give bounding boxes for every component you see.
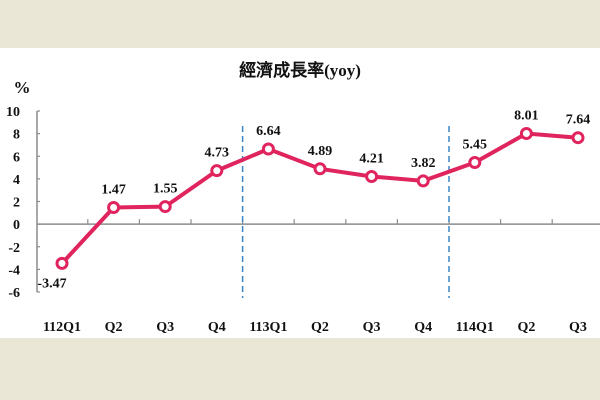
year-separators xyxy=(241,126,450,298)
data-label: 6.64 xyxy=(256,124,281,139)
x-axis-categories: 112Q1 Q2 Q3 Q4 113Q1 Q2 Q3 Q4 114Q1 Q2 Q3 xyxy=(43,320,587,335)
x-category-label: Q3 xyxy=(363,320,381,335)
x-axis xyxy=(37,219,600,225)
data-label: 1.47 xyxy=(101,182,126,197)
x-category-label: 113Q1 xyxy=(249,320,287,335)
data-point-marker xyxy=(365,169,379,183)
x-category-label: Q2 xyxy=(311,320,329,335)
data-point-marker xyxy=(416,174,430,188)
data-point-marker xyxy=(158,200,172,214)
data-point-marker xyxy=(107,200,121,214)
y-tick-label: 0 xyxy=(13,218,20,233)
chart-panel xyxy=(0,48,600,338)
y-axis-unit: % xyxy=(14,78,31,97)
y-tick-label: 10 xyxy=(6,105,20,120)
y-tick-label: -4 xyxy=(8,263,20,278)
data-label: -3.47 xyxy=(37,276,66,291)
y-tick-label: -2 xyxy=(8,241,20,256)
data-label: 4.73 xyxy=(205,146,230,161)
data-point-marker xyxy=(55,256,69,270)
x-category-label: 112Q1 xyxy=(43,320,81,335)
data-label: 8.01 xyxy=(514,109,539,124)
x-category-label: Q2 xyxy=(517,320,535,335)
y-tick-label: 8 xyxy=(13,128,20,143)
data-label: 5.45 xyxy=(463,137,488,152)
x-category-label: Q3 xyxy=(156,320,174,335)
series-line xyxy=(55,127,585,270)
x-category-label: Q2 xyxy=(105,320,123,335)
y-tick-label: 6 xyxy=(13,150,20,165)
data-point-marker xyxy=(468,155,482,169)
data-point-marker xyxy=(261,142,275,156)
data-label: 4.21 xyxy=(359,151,384,166)
data-labels: -3.47 1.47 1.55 4.73 6.64 4.89 4.21 3.82 5.45 8.0… xyxy=(37,109,590,292)
data-point-marker xyxy=(313,162,327,176)
data-label: 7.64 xyxy=(566,113,591,128)
data-point-marker xyxy=(519,127,533,141)
y-tick-label: -6 xyxy=(8,286,20,301)
y-tick-label: 4 xyxy=(13,173,20,188)
data-point-marker xyxy=(571,131,585,145)
chart-title: 經濟成長率(yoy) xyxy=(239,60,361,80)
data-label: 3.82 xyxy=(411,156,436,171)
x-category-label: 114Q1 xyxy=(456,320,494,335)
data-label: 1.55 xyxy=(153,182,178,197)
data-label: 4.89 xyxy=(308,144,333,159)
data-point-marker xyxy=(210,164,224,178)
x-category-label: Q4 xyxy=(208,320,226,335)
x-category-label: Q3 xyxy=(569,320,587,335)
x-category-label: Q4 xyxy=(414,320,432,335)
y-tick-label: 2 xyxy=(13,196,20,211)
y-axis: 10 8 6 4 2 0 -2 -4 -6 xyxy=(6,105,40,301)
